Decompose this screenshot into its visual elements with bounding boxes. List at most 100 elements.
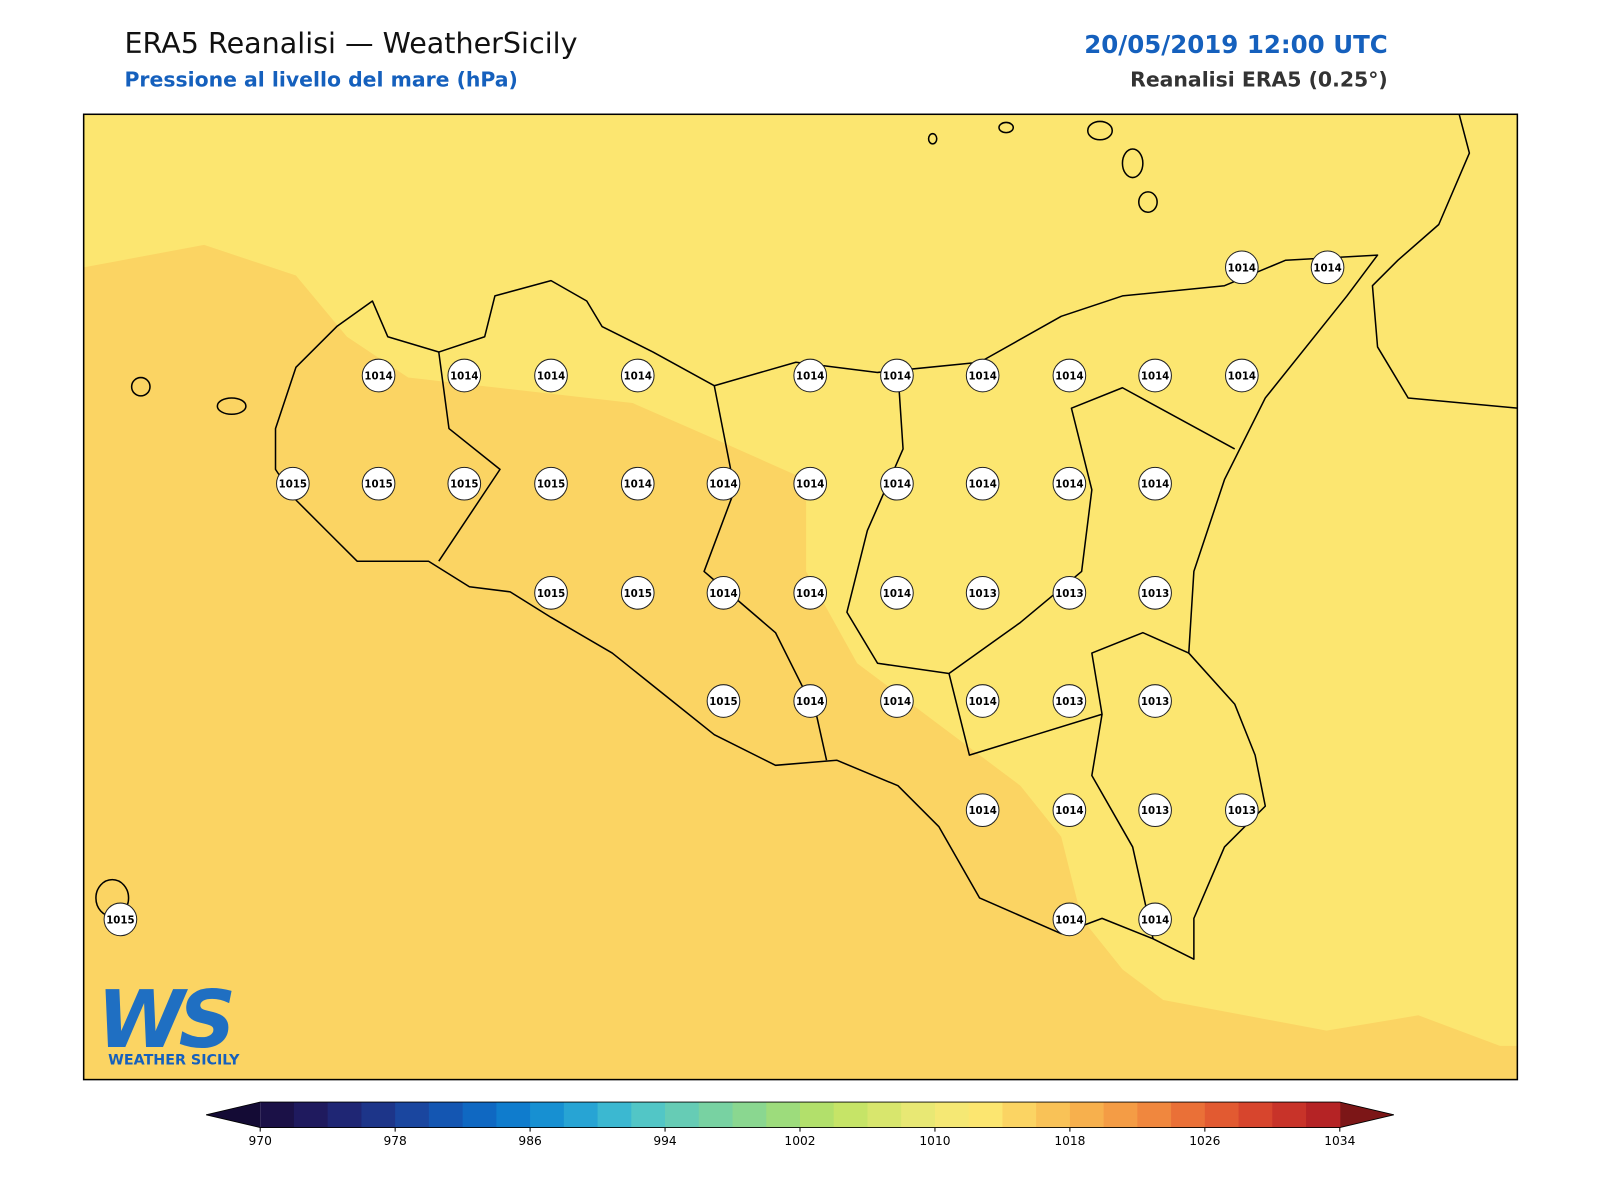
station-value: 1014 [1228,372,1256,383]
colorbar-box [800,1102,835,1128]
stations: 1014 1014 1014 1014 1014 1014 1014 1014 1014 1014… [103,250,1345,937]
station-value: 1014 [364,372,392,383]
island [927,132,938,145]
station-marker [1225,250,1259,285]
station-marker [447,358,482,393]
subtitle: Pressione al livello del mare (hPa) [124,68,517,92]
station-marker [793,684,828,718]
station-value: 1014 [968,697,996,708]
station-value: 1014 [968,372,996,383]
island [216,397,247,416]
colorbar-box [867,1102,902,1128]
station-marker [534,466,568,501]
station-value: 1014 [1055,806,1083,817]
station-value: 1015 [279,480,307,491]
colorbar-box [766,1102,801,1128]
station-value: 1014 [883,480,911,491]
colorbar-tick-label: 978 [383,1134,406,1148]
station-marker [880,466,914,501]
station-value: 1013 [1141,589,1169,600]
station-marker [793,358,828,393]
map-frame [82,113,1519,1081]
colorbar-extension [206,1102,261,1128]
station-marker [1225,793,1259,828]
station-value: 1014 [1228,263,1256,274]
colorbar-box [1171,1102,1206,1128]
colorbar-box [563,1102,599,1128]
colorbar-box [665,1102,700,1128]
station-marker [880,684,914,718]
station-marker [534,576,568,610]
station-value: 1015 [537,480,565,491]
datetime: 20/05/2019 12:00 UTC [1084,30,1388,59]
station-value: 1014 [1055,915,1083,926]
station-marker [1052,684,1087,718]
logo-text: WEATHER SICILY [108,1052,240,1068]
station-marker [620,358,655,393]
station-marker [1052,576,1087,610]
station-marker [965,358,1000,393]
station-value: 1014 [1141,372,1169,383]
colorbar-box [428,1102,464,1128]
station-marker [965,466,1000,501]
station-marker [793,466,828,501]
station-marker [620,576,655,610]
station-marker [361,466,396,501]
station-marker [965,793,1000,828]
station-value: 1015 [624,589,652,600]
station-marker [1138,793,1172,828]
station-marker [793,576,828,610]
station-value: 1014 [709,480,737,491]
colorbar-tick-label: 970 [249,1134,272,1148]
station-value: 1014 [796,372,824,383]
colorbar-box [1137,1102,1172,1128]
island [1121,148,1144,179]
station-marker [361,358,396,393]
station-value: 1014 [1141,480,1169,491]
colorbar-box [361,1102,396,1128]
colorbar-box [293,1102,329,1128]
station-marker [965,684,1000,718]
station-value: 1014 [796,589,824,600]
colorbar-box [968,1102,1003,1128]
colorbar-tick-label: 1026 [1189,1134,1220,1148]
colorbar-box [530,1102,565,1128]
station-marker [1052,793,1087,828]
station-value: 1014 [883,697,911,708]
station-marker [1225,358,1259,393]
station-marker [706,466,741,501]
colorbar-box [597,1102,632,1128]
colorbar-box [1069,1102,1105,1128]
station-marker [706,684,741,718]
station-value: 1014 [883,589,911,600]
station-marker [1138,466,1172,501]
station-value: 1014 [709,589,737,600]
colorbar-box [631,1102,666,1128]
colorbar-box [1238,1102,1273,1128]
station-marker [620,466,655,501]
colorbar-box [496,1102,531,1128]
station-value: 1014 [1055,480,1083,491]
colorbar-box [260,1102,295,1128]
colorbar-box [1002,1102,1037,1128]
station-value: 1013 [968,589,996,600]
colorbar-box [934,1102,970,1128]
colorbar-tick-label: 986 [518,1134,542,1148]
station-marker [706,576,741,610]
station-value: 1014 [968,806,996,817]
colorbar-box [901,1102,936,1128]
map: 1014 1014 1014 1014 1014 1014 1014 1014 1014 1014… [82,113,1519,1081]
station-value: 1014 [624,372,652,383]
colorbar-extension [1339,1102,1394,1128]
station-marker [880,358,914,393]
station-marker [965,576,1000,610]
station-value: 1014 [624,480,652,491]
station-value: 1015 [364,480,392,491]
colorbar-tick-label: 1002 [784,1134,815,1148]
title: ERA5 Reanalisi — WeatherSicily [124,26,577,60]
source: Reanalisi ERA5 (0.25°) [1130,68,1388,92]
station-marker [103,902,138,937]
colorbar-box [1306,1102,1341,1128]
station-value: 1013 [1055,589,1083,600]
